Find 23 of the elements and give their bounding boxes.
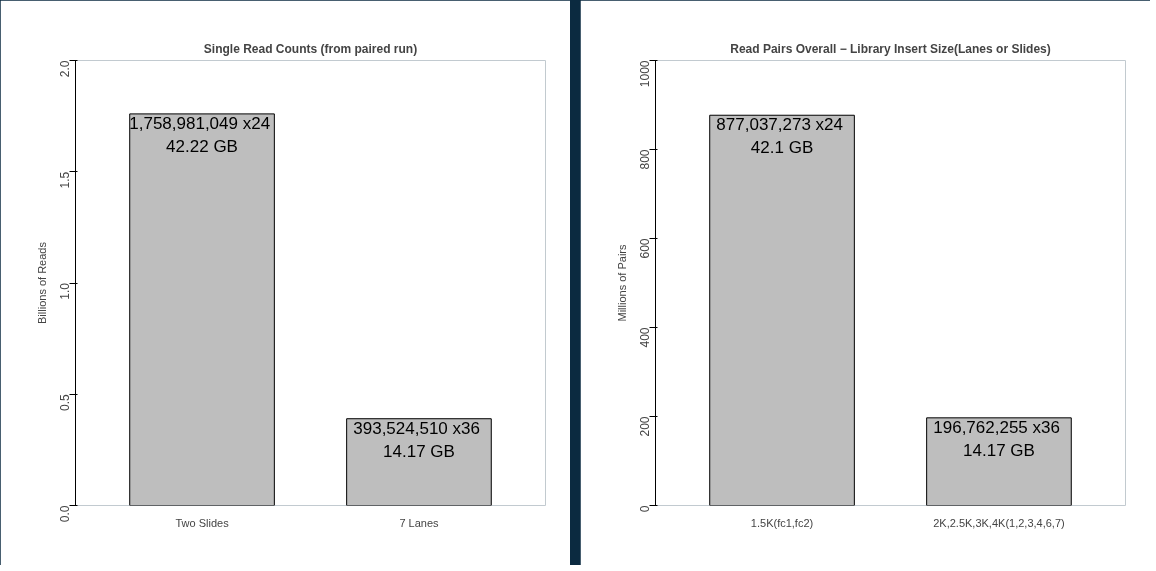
annotation: 877,037,273 x24 42.1 GB xyxy=(716,115,844,158)
y-axis-title: Billions of Reads xyxy=(35,241,48,324)
annotation: 196,762,255 x36 14.17 GB xyxy=(933,417,1060,460)
y-tick-label: 600 xyxy=(638,238,652,259)
x-tick-label: 1.5K(fc1,fc2) xyxy=(750,516,814,529)
y-tick-label: 1.0 xyxy=(58,282,72,300)
chart-title: Read Pairs Overall − Library Insert Size(Lanes or Slides) xyxy=(730,41,1051,56)
y-tick-label: 1000 xyxy=(638,60,652,88)
y-tick-label: 0.5 xyxy=(58,393,72,411)
y-tick-label: 1.5 xyxy=(58,171,72,189)
x-tick-label: Two Slides xyxy=(175,516,230,529)
y-axis-title: Millions of Pairs xyxy=(615,243,628,322)
y-tick-label: 2.0 xyxy=(58,60,72,78)
y-tick-label: 0.0 xyxy=(58,505,72,523)
y-tick-label: 800 xyxy=(638,149,652,170)
y-tick-label: 200 xyxy=(638,416,652,437)
annotation: 1,758,981,049 x24 42.22 GB xyxy=(129,113,271,156)
annotation: 393,524,510 x36 14.17 GB xyxy=(353,418,480,461)
chart-title: Single Read Counts (from paired run) xyxy=(203,41,418,56)
y-tick-label: 400 xyxy=(638,327,652,348)
x-tick-label: 7 Lanes xyxy=(399,516,440,529)
x-tick-label: 2K,2.5K,3K,4K(1,2,3,4,6,7) xyxy=(933,516,1065,529)
y-tick-label: 0 xyxy=(638,505,652,513)
